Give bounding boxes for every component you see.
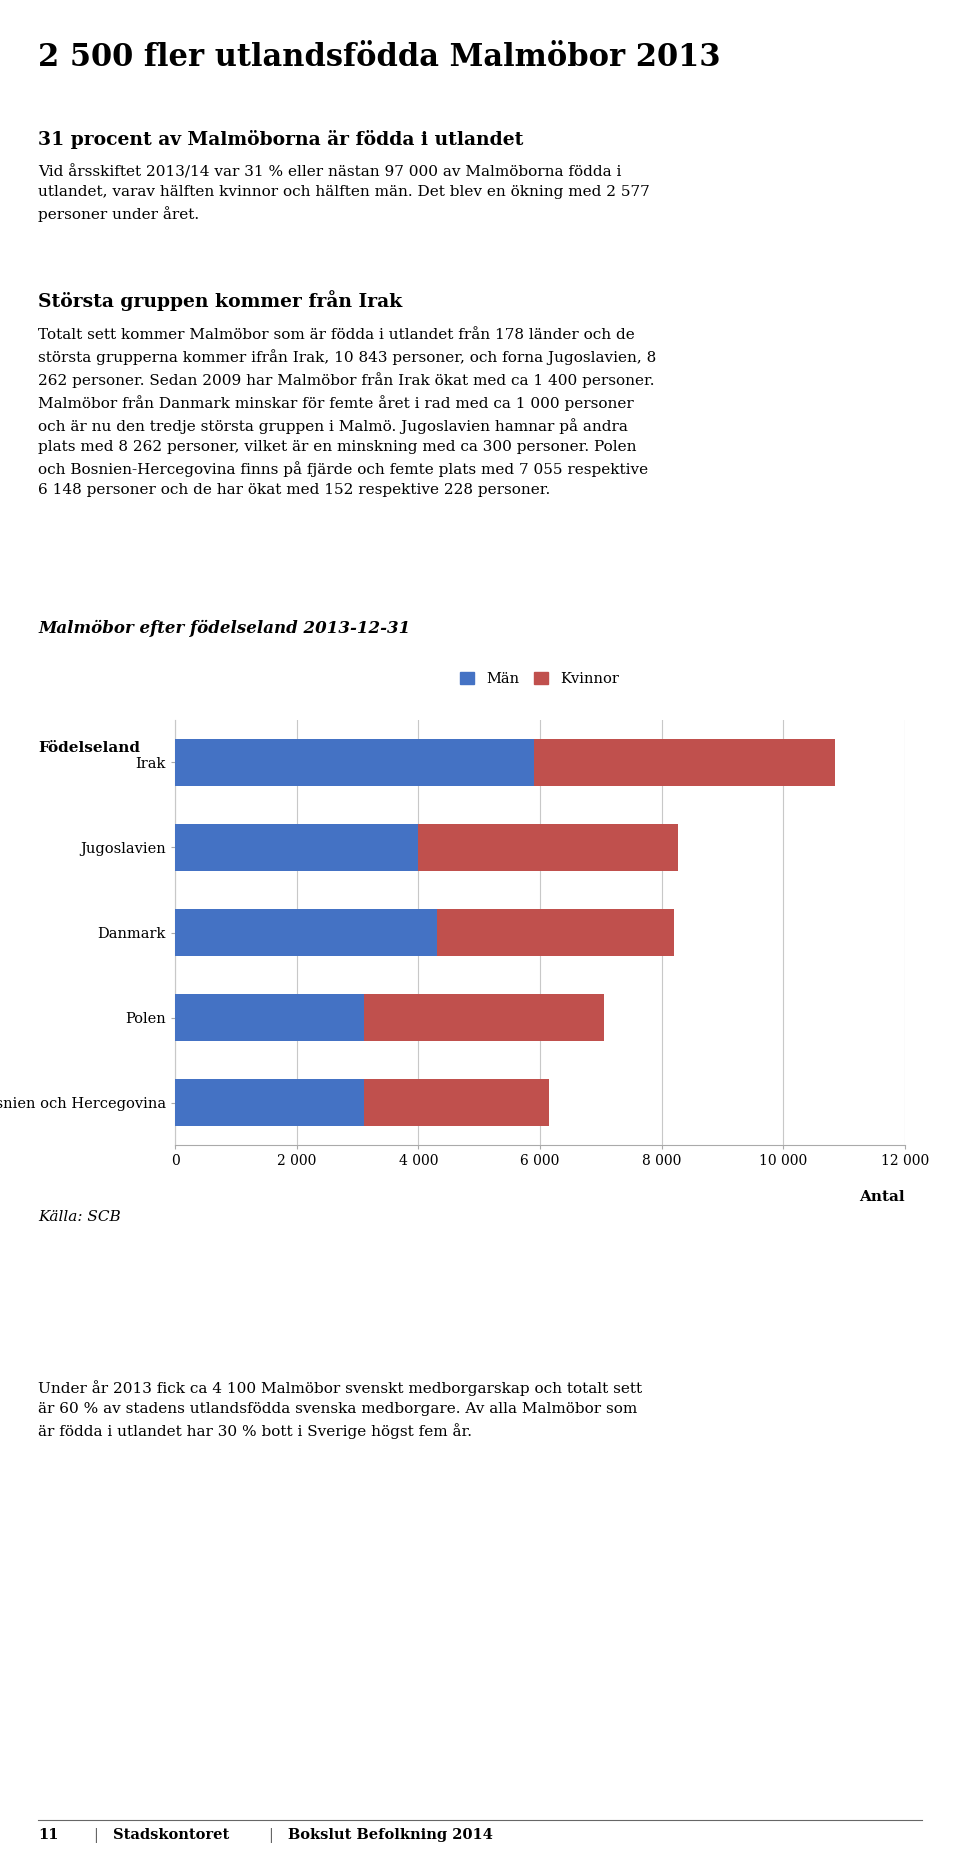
Bar: [175, 910, 437, 956]
Bar: [175, 993, 364, 1042]
Text: Totalt sett kommer Malmöbor som är födda i utlandet från 178 länder och de
störs: Totalt sett kommer Malmöbor som är födda…: [38, 327, 657, 497]
Text: 2 500 fler utlandsfödda Malmöbor 2013: 2 500 fler utlandsfödda Malmöbor 2013: [38, 43, 721, 73]
Legend: Män, Kvinnor: Män, Kvinnor: [460, 671, 619, 686]
Text: |: |: [268, 1828, 273, 1843]
Bar: [437, 910, 674, 956]
Text: 31 procent av Malmöborna är födda i utlandet: 31 procent av Malmöborna är födda i utla…: [38, 130, 523, 149]
Bar: [175, 738, 534, 787]
Bar: [534, 738, 834, 787]
Text: Bokslut Befolkning 2014: Bokslut Befolkning 2014: [288, 1828, 492, 1841]
Text: 11: 11: [38, 1828, 59, 1841]
Text: Källa: SCB: Källa: SCB: [38, 1211, 121, 1224]
Bar: [364, 993, 604, 1042]
Bar: [175, 1079, 364, 1125]
Bar: [364, 1079, 549, 1125]
Text: Vid årsskiftet 2013/14 var 31 % eller nästan 97 000 av Malmöborna födda i
utland: Vid årsskiftet 2013/14 var 31 % eller nä…: [38, 166, 650, 223]
Bar: [419, 824, 678, 870]
Text: Födelseland: Födelseland: [38, 740, 140, 755]
Text: Största gruppen kommer från Irak: Största gruppen kommer från Irak: [38, 290, 402, 311]
Bar: [175, 824, 419, 870]
Text: Malmöbor efter födelseland 2013-12-31: Malmöbor efter födelseland 2013-12-31: [38, 619, 410, 638]
Text: Under år 2013 fick ca 4 100 Malmöbor svenskt medborgarskap och totalt sett
är 60: Under år 2013 fick ca 4 100 Malmöbor sve…: [38, 1380, 642, 1440]
Text: Antal: Antal: [859, 1190, 905, 1203]
Text: |: |: [93, 1828, 98, 1843]
Text: Stadskontoret: Stadskontoret: [113, 1828, 229, 1841]
